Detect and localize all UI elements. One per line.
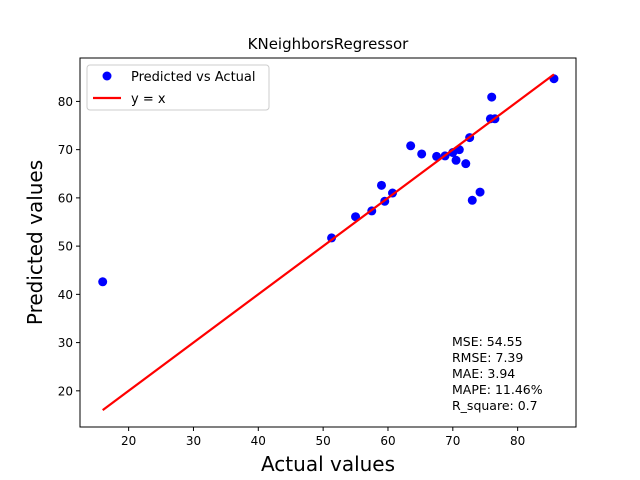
y-tick-label: 80	[58, 95, 73, 109]
chart-title: KNeighborsRegressor	[248, 35, 410, 53]
legend-marker-scatter	[102, 71, 112, 81]
scatter-point	[406, 141, 416, 151]
scatter-point	[417, 149, 427, 159]
scatter-point	[98, 277, 108, 287]
identity-line	[102, 73, 555, 412]
x-tick-label: 50	[315, 434, 330, 448]
metric-annotation-line: R_square: 0.7	[452, 398, 538, 413]
y-axis-ticks: 20 30 40 50 60 70 80	[58, 95, 80, 398]
y-tick-label: 60	[58, 191, 73, 205]
scatter-point	[376, 180, 386, 190]
x-tick-label: 40	[251, 434, 266, 448]
y-tick-label: 50	[58, 240, 73, 254]
legend-label-scatter: Predicted vs Actual	[131, 70, 255, 85]
legend-label-line: y = x	[131, 92, 166, 107]
scatter-point	[451, 155, 461, 165]
scatter-point	[351, 212, 361, 222]
legend: Predicted vs Actual y = x	[86, 64, 270, 111]
y-tick-label: 40	[58, 288, 73, 302]
x-tick-label: 70	[445, 434, 460, 448]
scatter-point	[432, 151, 442, 161]
x-tick-label: 20	[121, 434, 136, 448]
plot-marks	[98, 73, 559, 412]
metric-annotation-line: MAPE: 11.46%	[452, 382, 543, 397]
metric-annotation-line: MSE: 54.55	[452, 334, 523, 349]
y-tick-label: 70	[58, 143, 73, 157]
legend-box	[86, 64, 270, 111]
scatter-point	[487, 92, 497, 102]
y-tick-label: 20	[58, 384, 73, 398]
x-tick-label: 80	[510, 434, 525, 448]
scatter-point	[467, 195, 477, 205]
scatter-point	[461, 159, 471, 169]
x-tick-label: 30	[186, 434, 201, 448]
x-axis-label: Actual values	[261, 452, 395, 476]
plot-frame	[79, 57, 577, 428]
y-axis-label: Predicted values	[23, 160, 47, 325]
scatter-point	[475, 187, 485, 197]
metric-annotation-line: RMSE: 7.39	[452, 350, 523, 365]
x-tick-label: 60	[380, 434, 395, 448]
x-axis-ticks: 20 30 40 50 60 70 80	[121, 427, 525, 448]
y-tick-label: 30	[58, 336, 73, 350]
metric-annotation-line: MAE: 3.94	[452, 366, 515, 381]
